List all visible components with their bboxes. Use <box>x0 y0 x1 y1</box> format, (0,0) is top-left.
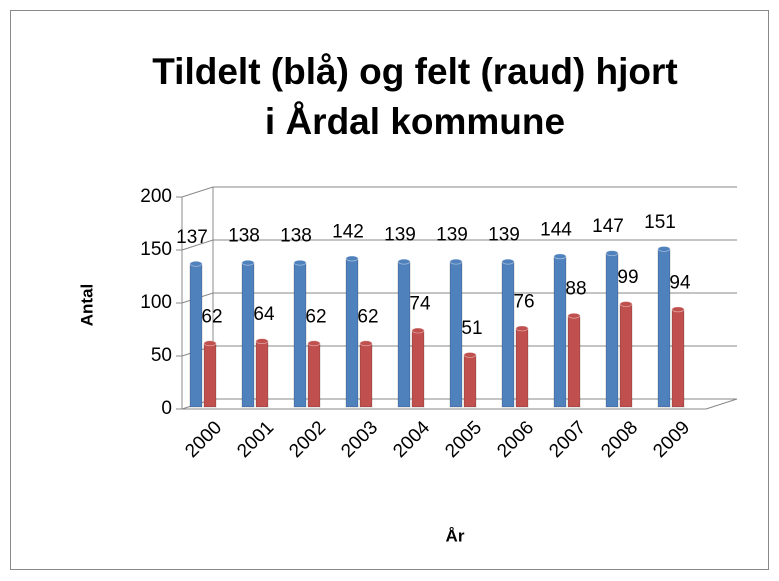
bar-cap <box>293 259 307 266</box>
bar-cap <box>671 306 685 313</box>
bar-cap <box>515 325 529 332</box>
bar-cap <box>619 301 633 307</box>
data-label: 139 <box>488 225 520 246</box>
bar-cap <box>411 327 425 334</box>
bar <box>501 261 515 408</box>
bar-cap <box>657 246 671 252</box>
data-label: 74 <box>409 294 431 315</box>
bar-cap <box>255 338 269 345</box>
bar <box>203 342 217 408</box>
data-label: 62 <box>201 306 222 327</box>
data-label: 137 <box>176 227 208 248</box>
bar-cap <box>449 258 463 265</box>
bar <box>241 262 255 408</box>
data-label: 62 <box>305 306 326 327</box>
data-label: 62 <box>357 306 378 327</box>
x-axis-title: År <box>446 526 465 545</box>
bar-cap <box>463 352 477 358</box>
bar-cap <box>345 255 359 262</box>
chart-border <box>10 10 769 570</box>
bar-cap <box>567 312 581 319</box>
data-label: 99 <box>617 267 638 288</box>
chart-title: i Årdal kommune <box>265 101 565 142</box>
bar <box>605 252 619 408</box>
bar-cap <box>397 258 411 265</box>
bar-cap <box>189 260 203 267</box>
data-label: 94 <box>669 272 691 293</box>
bar <box>619 303 633 408</box>
y-tick-label: 50 <box>151 345 172 366</box>
data-label: 51 <box>461 318 482 339</box>
bar <box>553 256 567 408</box>
bar <box>293 262 307 408</box>
y-axis-title: Antal <box>77 284 96 327</box>
y-tick-label: 0 <box>161 398 172 419</box>
data-label: 139 <box>436 225 468 246</box>
bar <box>411 330 425 408</box>
data-label: 142 <box>332 221 364 242</box>
grid-line <box>181 186 737 198</box>
bar <box>189 263 203 408</box>
y-tick-label: 200 <box>140 186 172 207</box>
bar <box>345 258 359 408</box>
bar <box>449 261 463 408</box>
grid-line <box>181 239 737 251</box>
bar <box>255 340 269 408</box>
chart-title: Tildelt (blå) og felt (raud) hjort <box>152 51 678 92</box>
bar <box>515 328 529 408</box>
bar <box>359 342 373 408</box>
bar-cap <box>241 259 255 266</box>
bar-cap <box>605 250 619 257</box>
data-label: 88 <box>565 279 586 300</box>
data-label: 138 <box>228 226 260 247</box>
bar-cap <box>501 258 515 265</box>
bar <box>307 342 321 408</box>
data-label: 147 <box>592 216 624 237</box>
bar-cap <box>359 340 373 347</box>
bar-cap <box>553 253 567 260</box>
data-label: 151 <box>644 212 676 233</box>
bar-cap <box>307 340 321 347</box>
bar <box>657 248 671 408</box>
bar <box>567 315 581 408</box>
data-label: 138 <box>280 226 312 247</box>
data-label: 76 <box>513 291 534 312</box>
bar-cap <box>203 340 217 347</box>
data-label: 139 <box>384 225 416 246</box>
bar <box>397 261 411 408</box>
y-tick-label: 150 <box>140 239 172 260</box>
y-tick-label: 100 <box>140 292 172 313</box>
bar <box>463 354 477 408</box>
data-label: 64 <box>253 304 275 325</box>
data-label: 144 <box>540 219 572 240</box>
bar <box>671 309 685 408</box>
